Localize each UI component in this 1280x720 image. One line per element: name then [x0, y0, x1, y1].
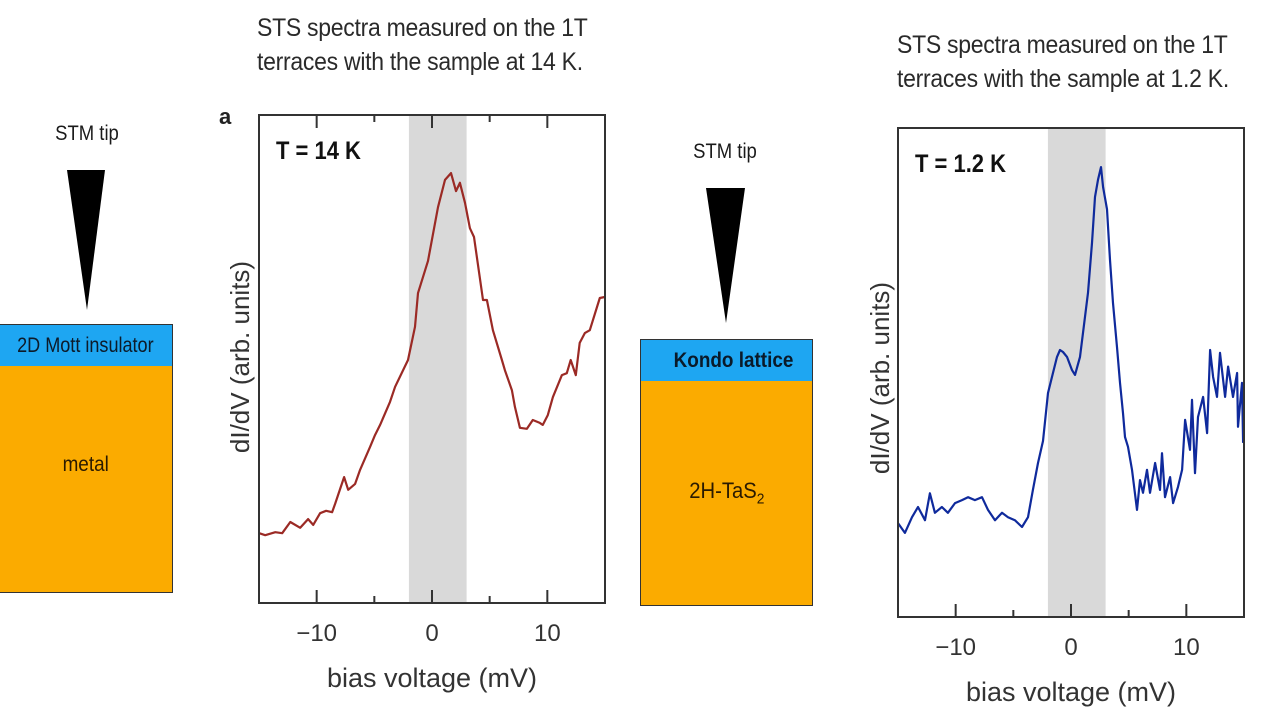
chart-right-title-line-2: terraces with the sample at 1.2 K.	[897, 65, 1229, 93]
x-tick-label: 10	[534, 620, 561, 647]
x-axis-label: bias voltage (mV)	[327, 663, 537, 693]
stm-tip-label-left: STM tip	[55, 122, 119, 145]
panel-label-a: a	[219, 104, 232, 129]
x-tick-label: −10	[935, 634, 976, 661]
tas2-label-main: 2H-TaS	[688, 478, 757, 503]
shaded-region	[408, 115, 467, 603]
data-series-line	[258, 172, 606, 537]
x-axis-label: bias voltage (mV)	[966, 677, 1176, 707]
y-axis-label: dI/dV (arb. units)	[225, 261, 255, 453]
data-series-line	[897, 166, 1245, 535]
stm-tip-shape	[67, 170, 105, 310]
metal-label: metal	[62, 453, 109, 476]
tas2-label-subscript: 2	[756, 490, 765, 508]
x-tick-label: −10	[296, 620, 337, 647]
x-tick-label: 0	[425, 620, 438, 647]
mott-insulator-layer: 2D Mott insulator	[0, 324, 173, 368]
stm-tip-icon-middle	[706, 188, 745, 323]
mott-insulator-label: 2D Mott insulator	[17, 334, 154, 357]
kondo-lattice-layer: Kondo lattice	[640, 339, 813, 383]
tas2-layer: 2H-TaS2	[640, 381, 813, 606]
temperature-annotation: T = 14 K	[276, 137, 361, 165]
chart-left-title-line-1: STS spectra measured on the 1T	[257, 14, 588, 42]
x-tick-label: 10	[1173, 634, 1200, 661]
stm-tip-label-middle: STM tip	[693, 140, 757, 163]
temperature-annotation: T = 1.2 K	[915, 150, 1006, 178]
stm-tip-icon-left	[67, 170, 105, 310]
chart-left-title-line-2: terraces with the sample at 14 K.	[257, 48, 583, 76]
y-axis-label: dI/dV (arb. units)	[865, 282, 895, 474]
x-tick-label: 0	[1064, 634, 1077, 661]
tas2-label: 2H-TaS2	[689, 478, 764, 605]
metal-layer: metal	[0, 366, 173, 593]
chart-right-title-line-1: STS spectra measured on the 1T	[897, 31, 1228, 59]
stm-tip-shape	[706, 188, 745, 323]
kondo-lattice-label: Kondo lattice	[673, 349, 794, 372]
